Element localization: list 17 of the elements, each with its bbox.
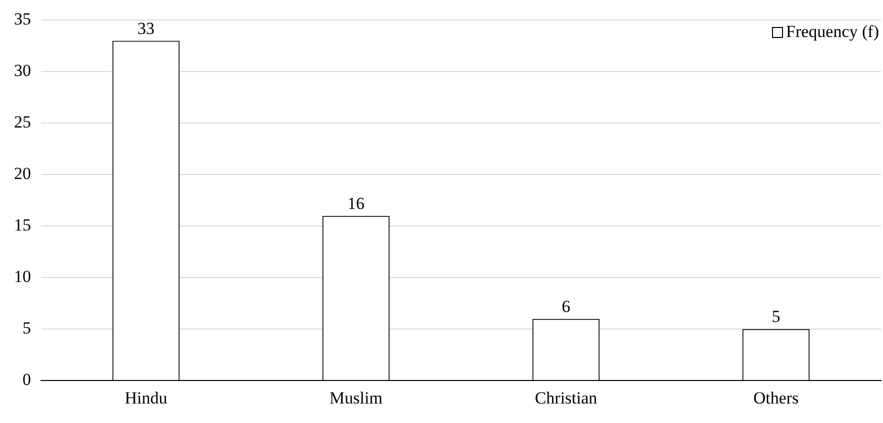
data-label: 6 [562,296,570,316]
x-tick-label: Others [753,388,799,408]
x-tick-label: Muslim [330,388,382,408]
x-tick-label: Christian [534,388,598,408]
y-tick-label: 10 [14,267,31,286]
y-tick-label: 25 [14,112,31,132]
data-label: 16 [348,194,364,213]
y-tick-label: 5 [22,318,31,338]
data-label: 33 [138,18,154,38]
y-tick-label: 0 [22,370,31,390]
y-tick-label: 30 [14,61,31,80]
y-tick-label: 15 [14,216,31,235]
data-label: 5 [772,307,780,326]
text: Frequency (f) [786,22,879,42]
y-tick-label: 20 [14,164,31,184]
x-tick-label: Hindu [124,388,168,408]
y-tick-label: 35 [14,10,31,29]
